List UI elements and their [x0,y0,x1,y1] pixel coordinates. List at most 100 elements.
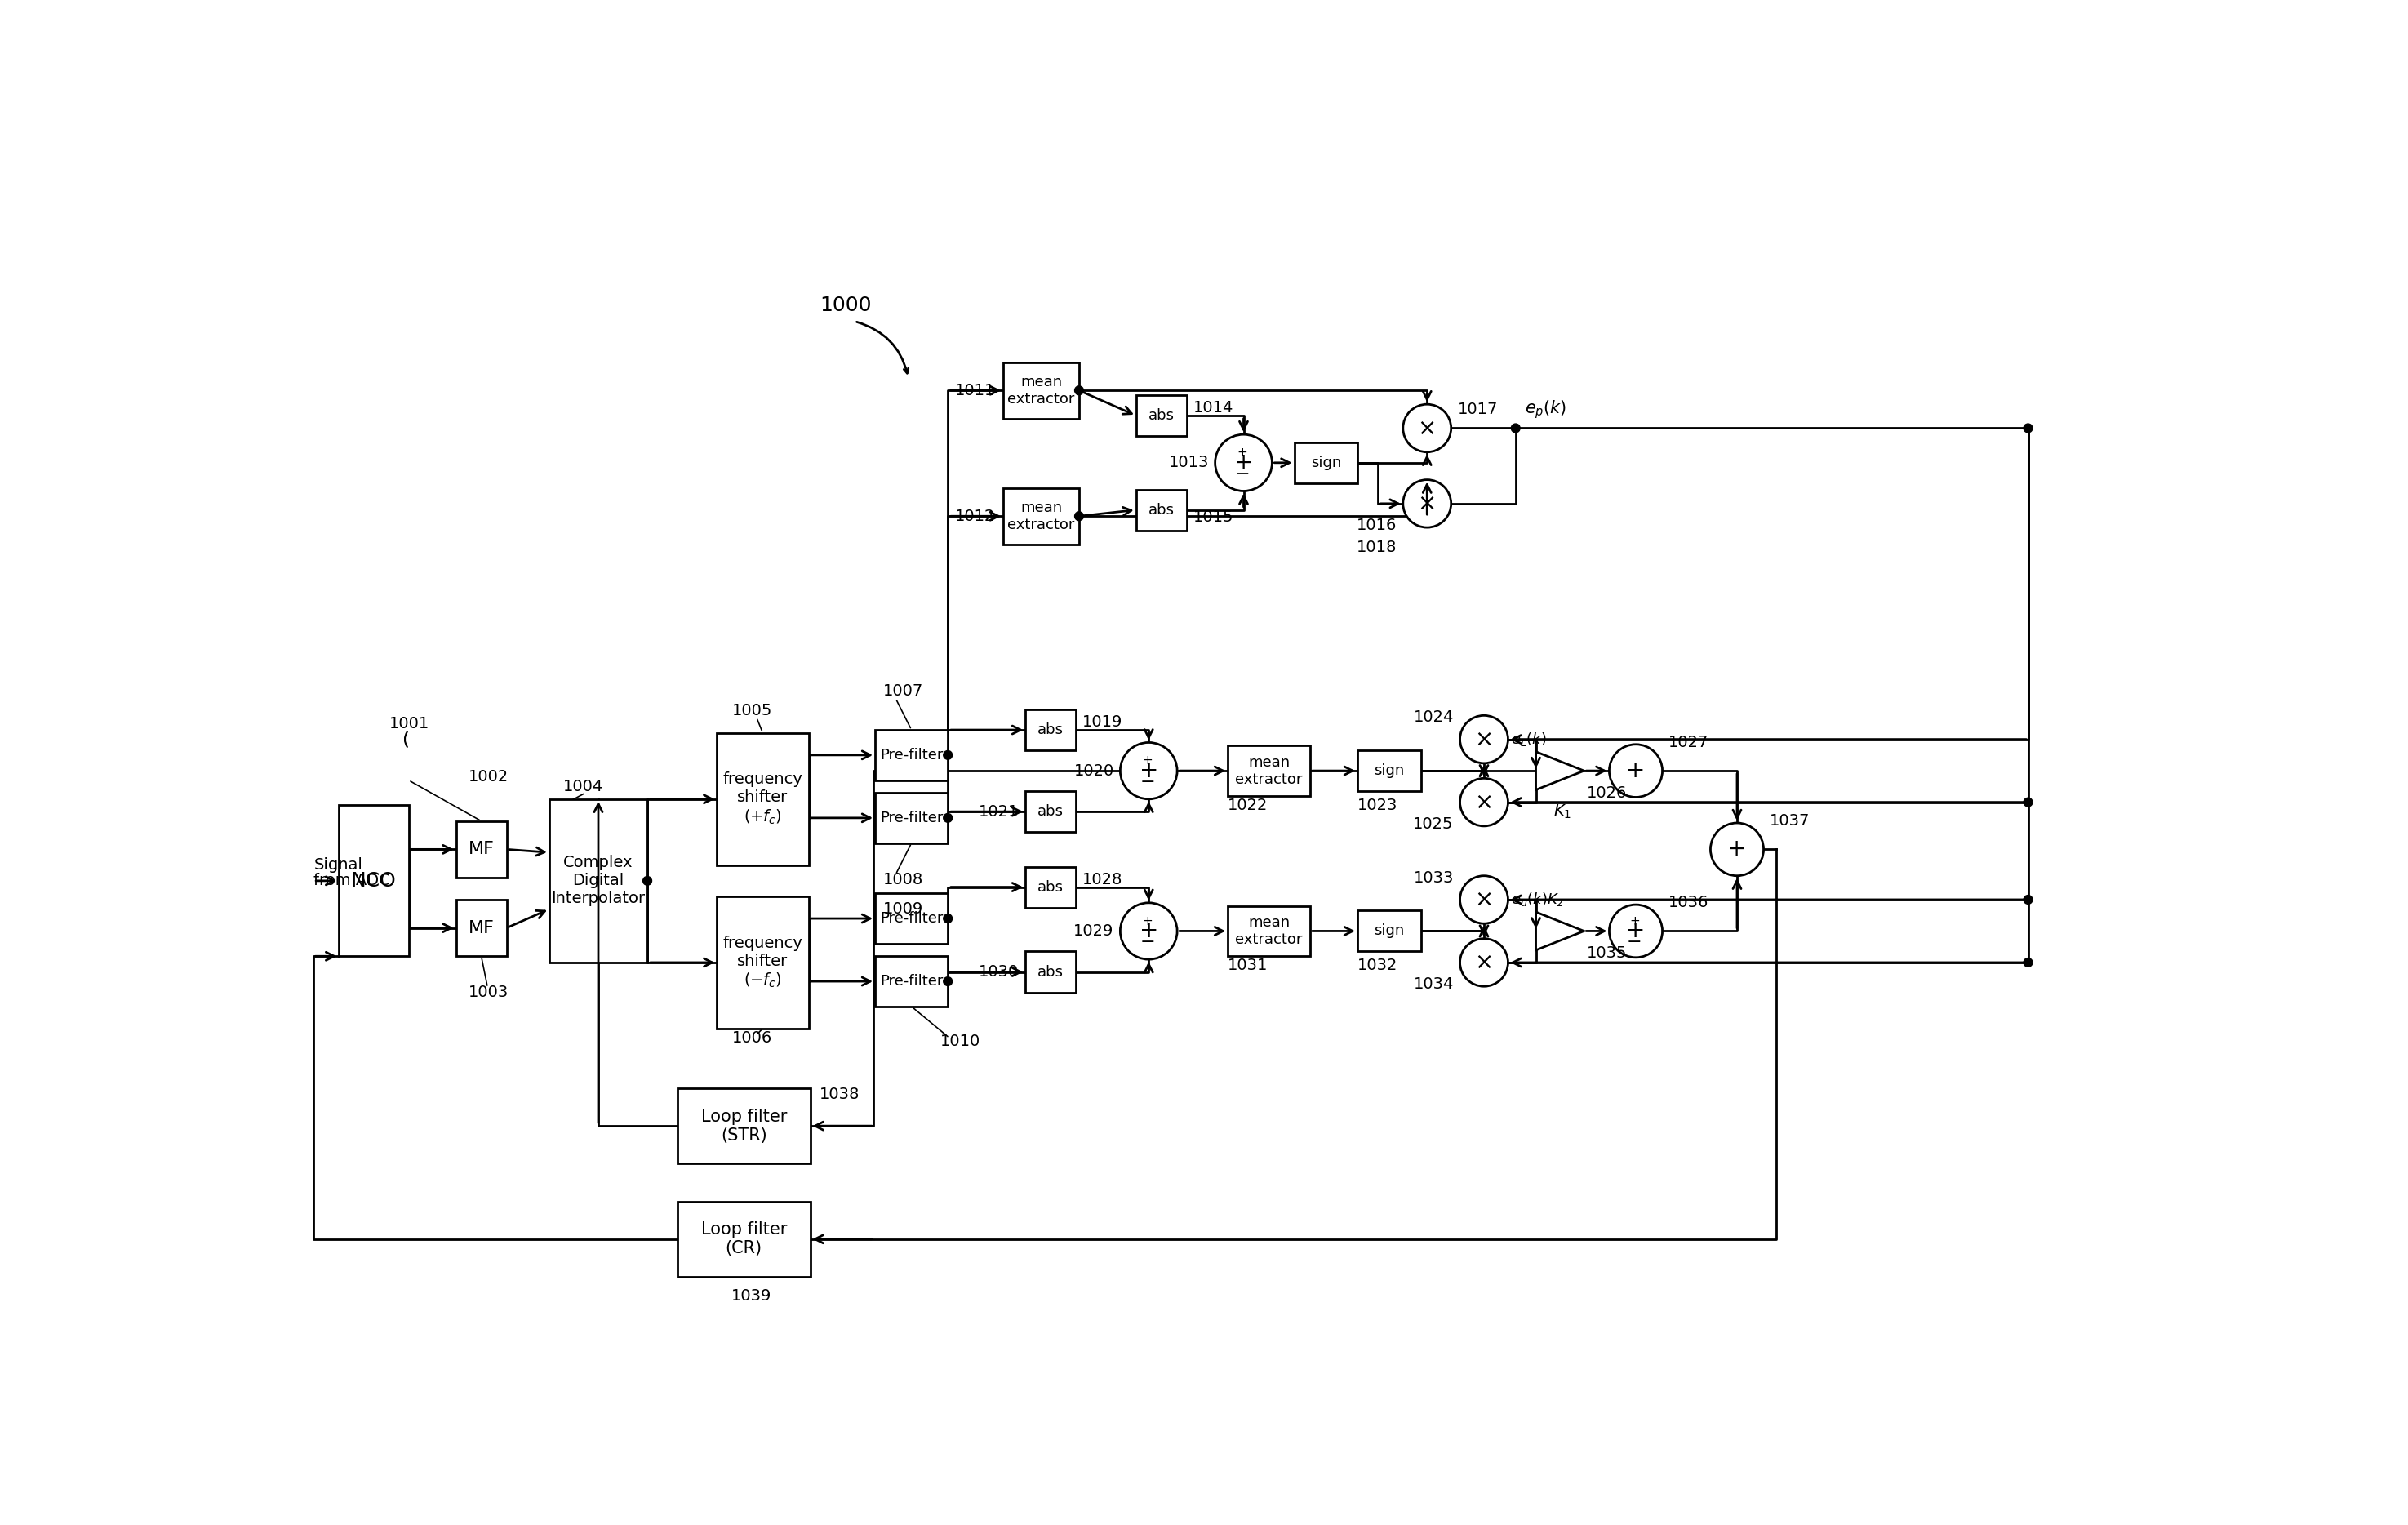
Circle shape [944,978,951,985]
Text: 1003: 1003 [470,985,508,1000]
Text: ×: × [1474,952,1493,974]
Text: $e_p(k)$: $e_p(k)$ [1524,398,1568,421]
Bar [1137,395,1187,436]
Text: 1011: 1011 [956,383,995,398]
Polygon shape [1536,912,1584,950]
Circle shape [1459,778,1507,827]
Bar [1004,361,1079,419]
Text: 1035: 1035 [1587,946,1628,961]
Text: +: + [1238,447,1247,459]
Text: mean
extractor: mean extractor [1007,500,1074,532]
Text: 1026: 1026 [1587,785,1628,801]
Text: 1038: 1038 [819,1087,860,1103]
Bar [1026,709,1076,750]
Circle shape [1459,875,1507,924]
Circle shape [944,750,951,759]
Text: 1001: 1001 [390,715,429,732]
Bar [718,734,809,865]
Text: 1028: 1028 [1081,872,1122,888]
Text: 1021: 1021 [978,804,1019,819]
Bar [455,820,506,877]
Bar [1026,791,1076,833]
Bar [549,799,648,962]
Circle shape [643,877,653,884]
Text: 1031: 1031 [1228,958,1269,973]
Circle shape [1074,512,1084,520]
Text: +: + [1139,759,1158,782]
Bar [1026,952,1076,993]
Text: 1024: 1024 [1413,709,1454,724]
Bar [1026,866,1076,907]
Bar [874,894,949,944]
Bar [677,1089,809,1164]
Text: mean
extractor: mean extractor [1235,755,1303,787]
Text: +: + [1625,759,1645,782]
Circle shape [1512,424,1519,433]
Text: 1010: 1010 [939,1034,980,1049]
Bar [1228,906,1310,956]
Text: Pre-filter: Pre-filter [879,974,944,988]
Bar [1004,488,1079,544]
Text: ×: × [1418,493,1438,515]
Circle shape [2023,424,2032,433]
Text: 1023: 1023 [1358,798,1397,813]
Text: 1017: 1017 [1457,401,1498,416]
Text: Pre-filter: Pre-filter [879,747,944,762]
Text: 1027: 1027 [1669,735,1710,750]
Bar [1293,442,1358,483]
Text: sign: sign [1375,924,1404,938]
Text: −: − [1139,773,1156,790]
Text: Loop filter
(CR): Loop filter (CR) [701,1222,787,1257]
Text: 1022: 1022 [1228,798,1269,813]
Text: abs: abs [1038,880,1064,894]
Text: +: + [1141,755,1153,767]
Circle shape [1216,435,1271,491]
Bar [874,956,949,1006]
Circle shape [2023,958,2032,967]
Text: Pre-filter: Pre-filter [879,910,944,926]
Bar [1358,910,1421,952]
Text: from ADC: from ADC [313,872,390,889]
Bar [677,1202,809,1276]
Text: ×: × [1474,727,1493,750]
Text: 1012: 1012 [956,508,995,525]
Text: abs: abs [1149,409,1175,422]
Circle shape [1074,386,1084,395]
Text: MF: MF [467,842,494,857]
Text: abs: abs [1038,804,1064,819]
Text: abs: abs [1038,965,1064,979]
Text: 1008: 1008 [884,872,922,888]
Text: 1029: 1029 [1074,923,1115,939]
Text: +: + [1141,915,1153,927]
Bar [1228,746,1310,796]
Text: abs: abs [1149,503,1175,517]
Text: 1002: 1002 [470,769,508,785]
Text: 1030: 1030 [978,964,1019,979]
Circle shape [1459,938,1507,987]
Text: −: − [1235,465,1250,482]
Circle shape [2023,895,2032,904]
Circle shape [1120,743,1178,799]
Text: frequency
shifter
(+$f_c$): frequency shifter (+$f_c$) [722,772,802,827]
Text: 1032: 1032 [1358,958,1397,973]
Circle shape [1120,903,1178,959]
Bar [1358,750,1421,791]
Text: Loop filter
(STR): Loop filter (STR) [701,1109,787,1144]
Circle shape [1459,715,1507,762]
Circle shape [1609,744,1662,798]
Text: 1005: 1005 [732,703,773,718]
Text: $e_u(k)K_2$: $e_u(k)K_2$ [1512,891,1563,909]
Text: +: + [1139,920,1158,942]
Text: 1034: 1034 [1413,976,1454,993]
Text: 1020: 1020 [1074,762,1115,778]
Text: 1036: 1036 [1669,895,1710,910]
Text: 1009: 1009 [884,901,922,917]
Bar [874,793,949,843]
Bar [455,900,506,956]
Circle shape [1404,480,1452,528]
Text: Pre-filter: Pre-filter [879,811,944,825]
Bar [340,805,409,956]
Polygon shape [1536,752,1584,790]
Text: 1018: 1018 [1356,540,1397,555]
Text: 1014: 1014 [1192,400,1233,416]
